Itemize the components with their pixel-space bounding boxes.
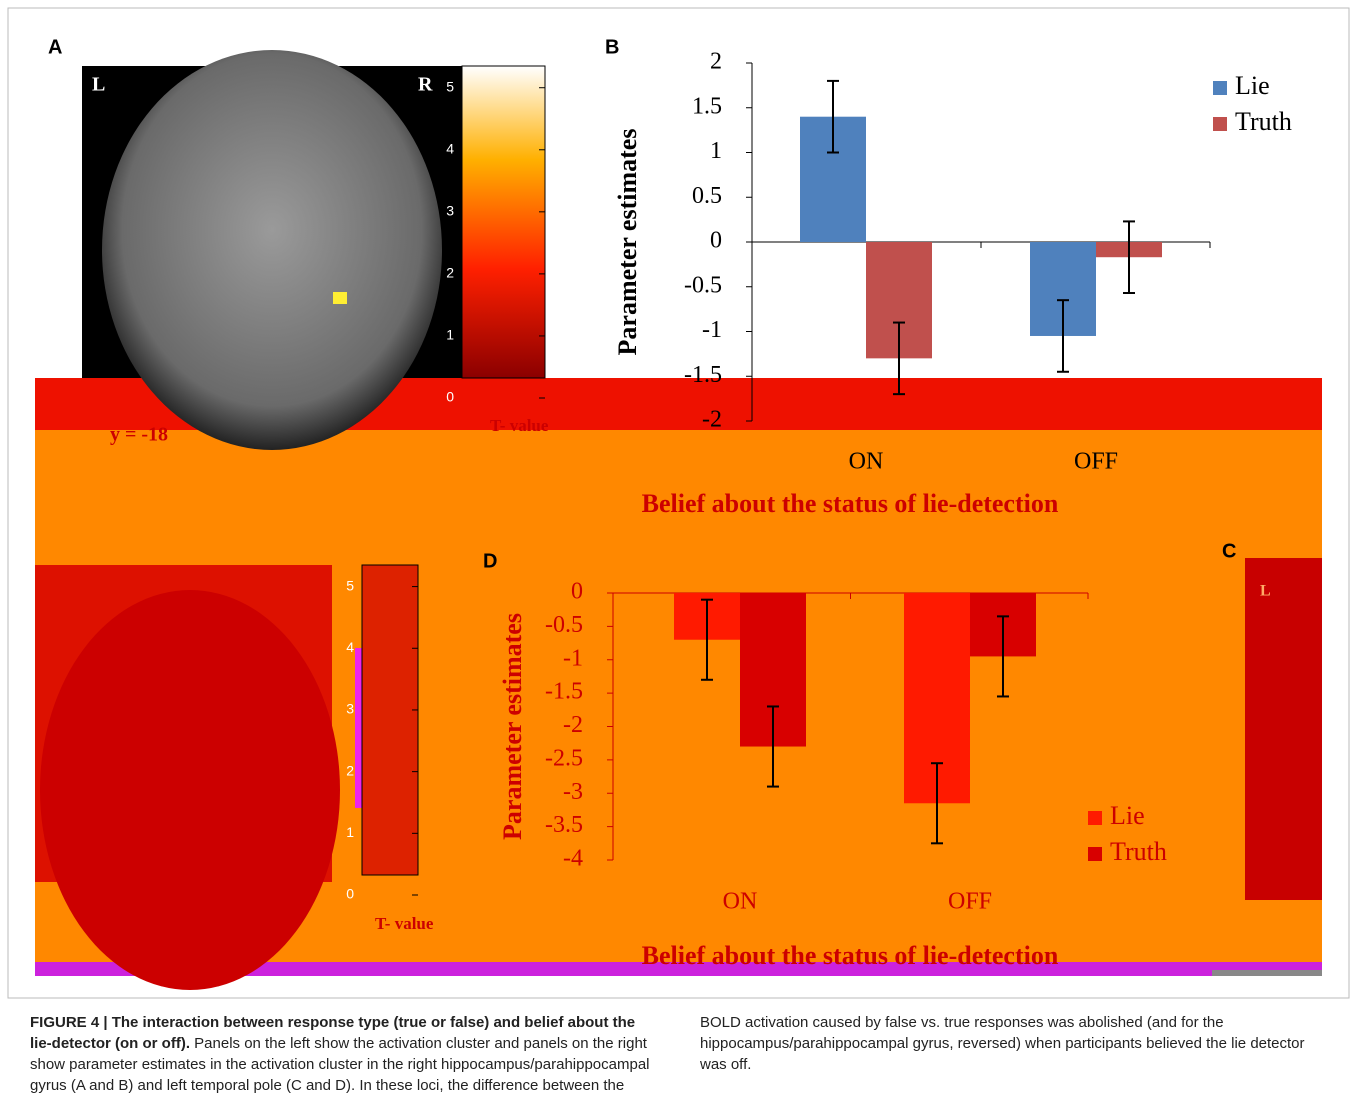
- y-axis-title: Parameter estimates: [613, 129, 642, 356]
- legend-swatch: [1088, 811, 1102, 825]
- brain-shape: [40, 590, 340, 990]
- y-tick-label: -2: [702, 407, 722, 433]
- caption: FIGURE 4 | The interaction between respo…: [30, 1012, 1330, 1096]
- colorbar-tick-label: 5: [446, 78, 454, 94]
- panel-letter: B: [605, 36, 619, 58]
- brain-shape: [102, 50, 442, 450]
- panel-letter: A: [48, 36, 62, 58]
- colorbar-tick-label: 2: [446, 265, 454, 281]
- legend-swatch: [1213, 117, 1227, 131]
- y-tick-label: -3: [563, 779, 583, 805]
- y-tick-label: -1.5: [684, 362, 722, 388]
- y-tick-label: 0: [710, 228, 722, 254]
- y-tick-label: -0.5: [545, 612, 583, 638]
- colorbar-label: T- value: [490, 416, 549, 435]
- panel-letter: D: [483, 550, 497, 572]
- legend-label: Truth: [1235, 107, 1292, 136]
- y-tick-label: 1: [710, 138, 722, 164]
- legend-swatch: [1213, 81, 1227, 95]
- y-tick-label: -0.5: [684, 272, 722, 298]
- y-tick-label: -2.5: [545, 745, 583, 771]
- x-tick-label: OFF: [1074, 449, 1118, 475]
- colorbar-tick-label: 2: [346, 762, 354, 778]
- colorbar-tick-label: 0: [446, 389, 454, 405]
- y-tick-label: 2: [710, 49, 722, 75]
- page: A B C D L Ry = -18 x = -44 L 0 1 2 3 4 5 T- value 0 1 2 3 4…: [0, 0, 1357, 1116]
- colorbar-tick-label: 1: [346, 824, 354, 840]
- x-axis-title: Belief about the status of lie-detection: [642, 489, 1059, 518]
- colorbar-tick-label: 5: [346, 577, 354, 593]
- legend-swatch: [1088, 847, 1102, 861]
- brain-label: L: [92, 74, 105, 96]
- colorbar-tick-label: 3: [446, 203, 454, 219]
- x-tick-label: ON: [849, 449, 884, 475]
- y-tick-label: 0.5: [692, 183, 722, 209]
- y-tick-label: -1: [702, 317, 722, 343]
- y-tick-label: -3.5: [545, 812, 583, 838]
- y-tick-label: -1: [563, 645, 583, 671]
- x-tick-label: ON: [723, 889, 758, 915]
- colorbar-tick-label: 3: [346, 701, 354, 717]
- colorbar-tick-label: 0: [346, 886, 354, 902]
- legend-label: Truth: [1110, 837, 1167, 866]
- brain-label: y = -18: [110, 424, 168, 446]
- figure: A B C D L Ry = -18 x = -44 L 0 1 2 3 4 5 T- value 0 1 2 3 4…: [0, 0, 1357, 1000]
- colorbar-tick-label: 4: [346, 639, 354, 655]
- legend-label: Lie: [1110, 801, 1145, 830]
- artifact-band: [1212, 970, 1322, 976]
- brain-label: R: [418, 74, 433, 96]
- y-tick-label: 1.5: [692, 93, 722, 119]
- x-axis-title: Belief about the status of lie-detection: [642, 941, 1059, 970]
- colorbar-tick-label: 1: [446, 327, 454, 343]
- activation-cluster: [333, 292, 347, 304]
- brain-label: x = -44: [103, 918, 161, 940]
- legend-label: Lie: [1235, 71, 1270, 100]
- colorbar: [362, 565, 418, 875]
- y-tick-label: -4: [563, 846, 583, 872]
- x-tick-label: OFF: [948, 889, 992, 915]
- y-tick-label: -1.5: [545, 679, 583, 705]
- y-tick-label: 0: [571, 579, 583, 605]
- panel-letter: C: [1222, 540, 1236, 562]
- colorbar-label: T- value: [375, 914, 434, 933]
- brain-label: L: [1260, 583, 1271, 600]
- brain-image: [1245, 558, 1322, 900]
- colorbar-tick-label: 4: [446, 140, 454, 156]
- colorbar: [462, 66, 545, 378]
- y-tick-label: -2: [563, 712, 583, 738]
- y-axis-title: Parameter estimates: [498, 613, 527, 840]
